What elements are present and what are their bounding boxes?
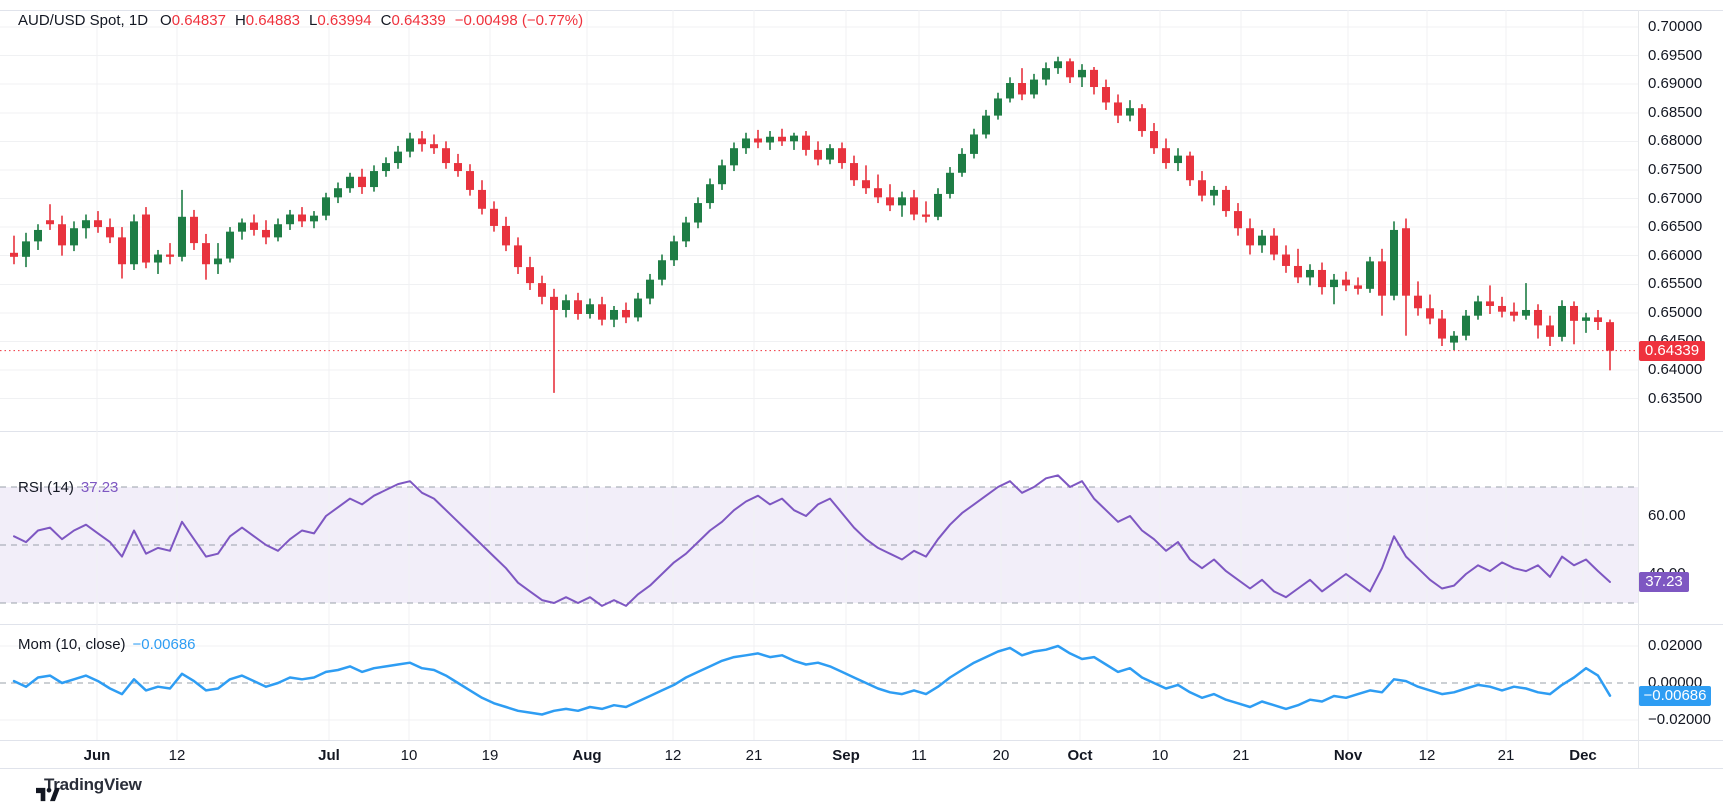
time-axis-label: Aug [572, 747, 602, 764]
open-value: O0.64837 [160, 12, 226, 29]
rsi-pane-canvas[interactable] [0, 431, 1638, 624]
mom-legend-value: −0.00686 [132, 636, 196, 653]
price-axis-border [1638, 10, 1639, 768]
symbol-title[interactable]: AUD/USD Spot, 1D [18, 12, 149, 29]
price-axis-label: 0.69000 [1648, 75, 1703, 93]
mom-axis-label: −0.02000 [1648, 711, 1711, 728]
price-axis-label: 0.66000 [1648, 246, 1703, 264]
pane-divider-rsi[interactable] [0, 431, 1723, 432]
tradingview-logo-text: TradingView [44, 775, 142, 794]
time-axis-label: Dec [1569, 747, 1597, 764]
price-axis-label: 0.68500 [1648, 103, 1703, 121]
time-axis-label: 21 [1232, 747, 1250, 764]
price-axis-label: 0.64000 [1648, 361, 1703, 378]
time-axis-label: 21 [1497, 747, 1515, 764]
time-axis-label: 10 [1151, 747, 1169, 764]
price-axis-label: 0.65500 [1648, 275, 1703, 293]
close-value: C0.64339 [380, 12, 446, 29]
price-axis-label: 0.65000 [1648, 303, 1703, 321]
time-axis-label: Nov [1333, 747, 1363, 764]
time-axis-label: Jun [83, 747, 111, 764]
time-axis-label: Oct [1067, 747, 1093, 764]
time-axis-label: Jul [318, 747, 340, 764]
time-axis-label: 12 [168, 747, 186, 764]
rsi-value-badge: 37.23 [1639, 572, 1689, 592]
time-axis[interactable]: Jun 12 Jul 10 19 Aug 12 21 Sep 11 20 Oct 10 21 Nov 12 21… [0, 741, 1638, 768]
mom-pane-canvas[interactable] [0, 624, 1638, 740]
tradingview-logo[interactable]: TradingView [36, 775, 142, 802]
price-axis-label: 0.68000 [1648, 132, 1703, 150]
rsi-legend-value: 37.23 [80, 479, 119, 496]
low-value: L0.63994 [309, 12, 372, 29]
price-axis-label: 0.70000 [1648, 18, 1703, 35]
mom-legend-title: Mom (10, close) [18, 636, 126, 653]
time-axis-label: Sep [832, 747, 860, 764]
mom-axis-label: 0.02000 [1648, 637, 1703, 654]
time-axis-label: 21 [745, 747, 763, 764]
time-axis-label: 20 [992, 747, 1010, 764]
price-axis-label: 0.66500 [1648, 218, 1703, 236]
price-axis-label: 0.69500 [1648, 46, 1703, 64]
chart-top-border [0, 10, 1723, 11]
time-axis-label: 12 [664, 747, 682, 764]
symbol-legend: AUD/USD Spot, 1D O0.64837 H0.64883 L0.63994… [18, 11, 583, 31]
pane-divider-mom[interactable] [0, 624, 1723, 625]
time-axis-label: 11 [911, 747, 927, 764]
mom-value-badge: −0.00686 [1639, 686, 1711, 706]
last-price-badge: 0.64339 [1639, 341, 1705, 361]
time-axis-label: 10 [400, 747, 418, 764]
mom-legend[interactable]: Mom (10, close) −0.00686 [18, 636, 196, 654]
chart-bottom-border [0, 768, 1723, 769]
time-axis-label: 12 [1418, 747, 1436, 764]
price-axis-label: 0.67500 [1648, 160, 1703, 178]
price-axis-label: 0.67000 [1648, 189, 1703, 207]
time-axis-label: 19 [481, 747, 499, 764]
time-axis-border [0, 740, 1723, 741]
price-pane-canvas[interactable] [0, 10, 1638, 431]
rsi-axis-label: 60.00 [1648, 507, 1686, 524]
price-axis-label: 0.63500 [1648, 389, 1703, 407]
change-value: −0.00498 (−0.77%) [454, 12, 584, 29]
rsi-legend[interactable]: RSI (14) 37.23 [18, 479, 118, 497]
high-value: H0.64883 [234, 12, 301, 29]
rsi-legend-title: RSI (14) [18, 479, 74, 496]
